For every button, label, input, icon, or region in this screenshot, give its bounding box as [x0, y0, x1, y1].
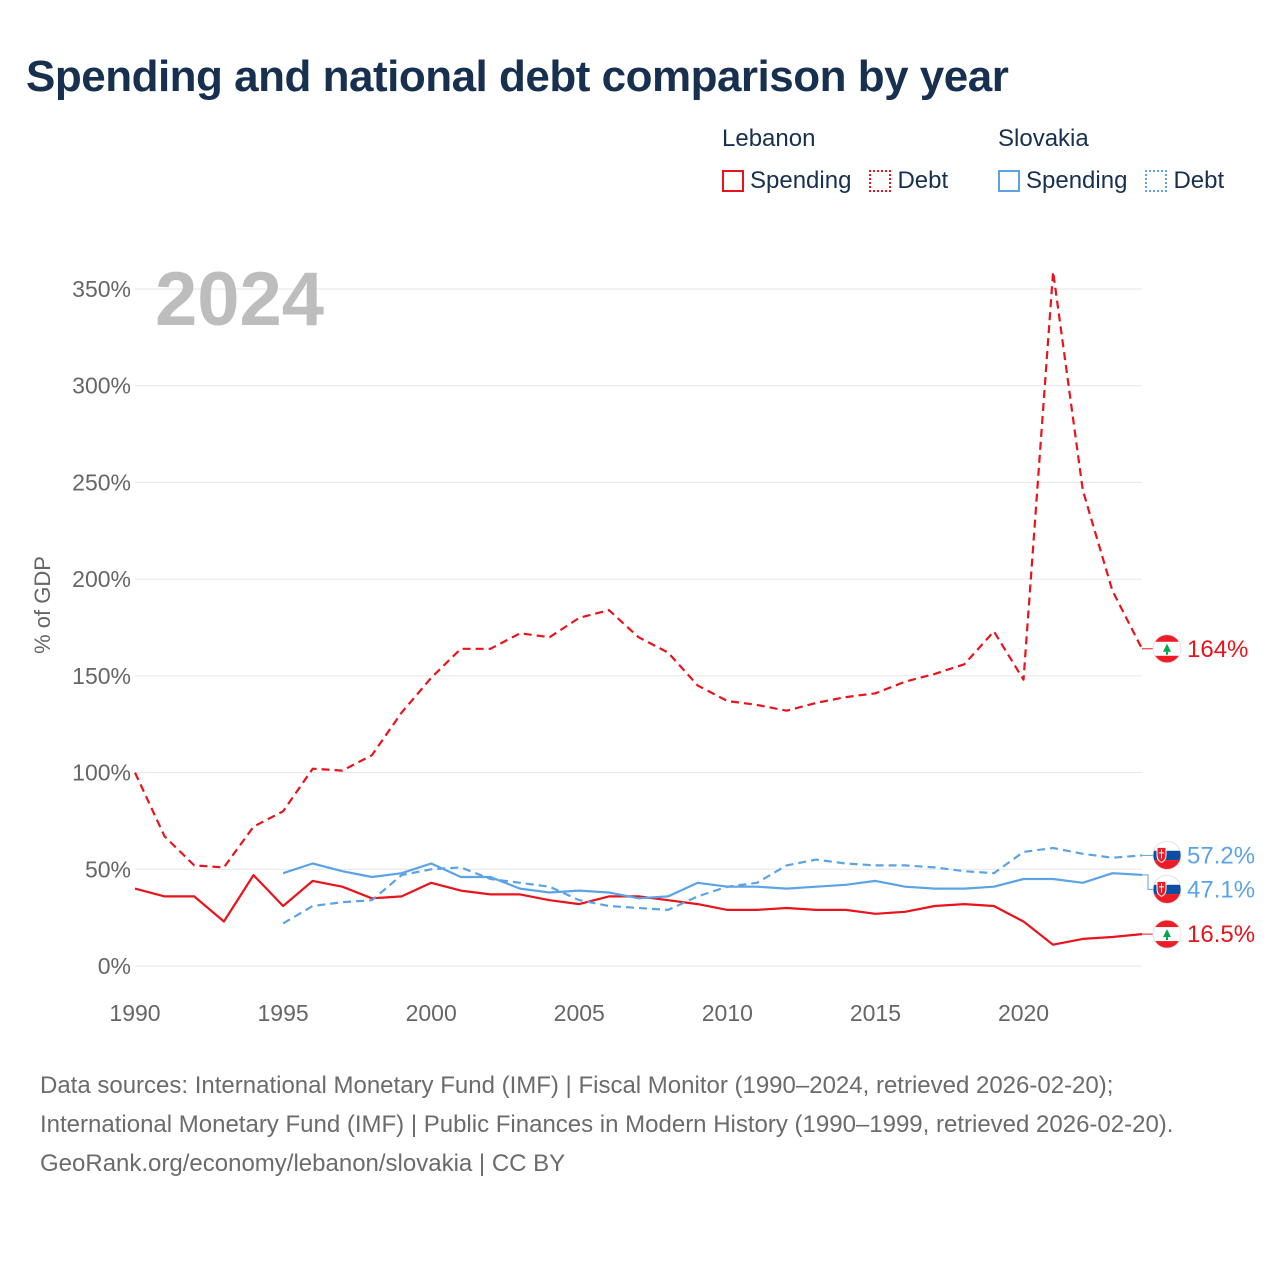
legend-item-label: Debt — [897, 167, 949, 194]
legend-item-lebanon-spending[interactable]: Spending — [722, 166, 851, 196]
series-line-slovakia-spending[interactable] — [282, 862, 1143, 900]
legend-item-label: Spending — [1026, 167, 1128, 194]
x-tick-label: 2010 — [702, 1000, 753, 1026]
end-marker-lebanon-spending: 16.5% — [1142, 919, 1255, 949]
legend-item-label: Debt — [1173, 167, 1225, 194]
slovakia-flag-icon — [1153, 841, 1181, 870]
x-tick-label: 2005 — [554, 1000, 605, 1026]
legend-group-title: Slovakia — [998, 125, 1089, 152]
lebanon-flag-icon — [1153, 634, 1181, 663]
legend-swatch-solid — [722, 170, 744, 192]
end-markers: 164% 57.2% 47.1% 16.5% — [1142, 634, 1255, 949]
y-tick-label: 150% — [72, 663, 131, 689]
y-tick-label: 0% — [98, 953, 131, 979]
legend-item-lebanon-debt[interactable]: Debt — [869, 166, 948, 196]
legend-swatch-dotted — [1145, 170, 1168, 192]
data-sources: Data sources: International Monetary Fun… — [40, 1072, 1174, 1138]
year-watermark: 2024 — [155, 257, 324, 342]
series-line-lebanon-spending[interactable] — [134, 873, 1143, 946]
end-marker-lebanon-debt: 164% — [1142, 634, 1248, 664]
legend-item-slovakia-spending[interactable]: Spending — [998, 166, 1127, 196]
end-marker-slovakia-spending: 47.1% — [1142, 874, 1255, 904]
slovakia-flag-icon — [1153, 875, 1181, 904]
y-tick-label: 100% — [72, 760, 131, 786]
x-tick-label: 1990 — [109, 1000, 160, 1026]
end-marker-slovakia-debt: 57.2% — [1142, 840, 1255, 870]
x-axis-ticks: 1990 1995 2000 2005 2010 2015 2020 — [109, 1000, 1049, 1026]
y-tick-label: 200% — [72, 566, 131, 592]
legend-swatch-solid — [998, 170, 1020, 192]
legend-item-slovakia-debt[interactable]: Debt — [1145, 166, 1224, 196]
y-axis-ticks: 0% 50% 100% 150% 200% 250% 300% 350% — [72, 276, 131, 979]
x-tick-label: 2015 — [850, 1000, 901, 1026]
legend-group-title: Lebanon — [722, 125, 816, 152]
x-tick-label: 2020 — [998, 1000, 1049, 1026]
legend-item-label: Spending — [750, 167, 852, 194]
end-value-label: 16.5% — [1187, 921, 1255, 948]
y-tick-label: 300% — [72, 373, 131, 399]
legend-group-lebanon: Lebanon Spending Debt — [722, 124, 966, 196]
x-tick-label: 1995 — [258, 1000, 309, 1026]
series-line-slovakia-debt[interactable] — [282, 846, 1143, 925]
legend-group-slovakia: Slovakia Spending Debt — [998, 124, 1242, 196]
end-value-label: 57.2% — [1187, 842, 1255, 869]
y-axis-label: % of GDP — [30, 556, 55, 654]
series-lines — [134, 270, 1143, 946]
series-line-lebanon-debt[interactable] — [134, 270, 1143, 869]
y-tick-label: 250% — [72, 469, 131, 495]
footer: Data sources: International Monetary Fun… — [40, 1066, 1240, 1183]
legend-swatch-dotted — [869, 170, 892, 192]
chart-title: Spending and national debt comparison by… — [26, 52, 1009, 101]
y-tick-label: 50% — [85, 856, 131, 882]
credit-line: GeoRank.org/economy/lebanon/slovakia | C… — [40, 1150, 566, 1177]
end-connector — [1142, 874, 1154, 890]
end-value-label: 164% — [1187, 636, 1248, 663]
line-chart: 2024 0%50%100%150%200%250%300%350% 1990 1… — [30, 257, 1255, 1026]
y-tick-label: 350% — [72, 276, 131, 302]
end-value-label: 47.1% — [1187, 876, 1255, 903]
x-tick-label: 2000 — [406, 1000, 457, 1026]
gridlines — [135, 288, 1142, 967]
lebanon-flag-icon — [1153, 920, 1181, 949]
